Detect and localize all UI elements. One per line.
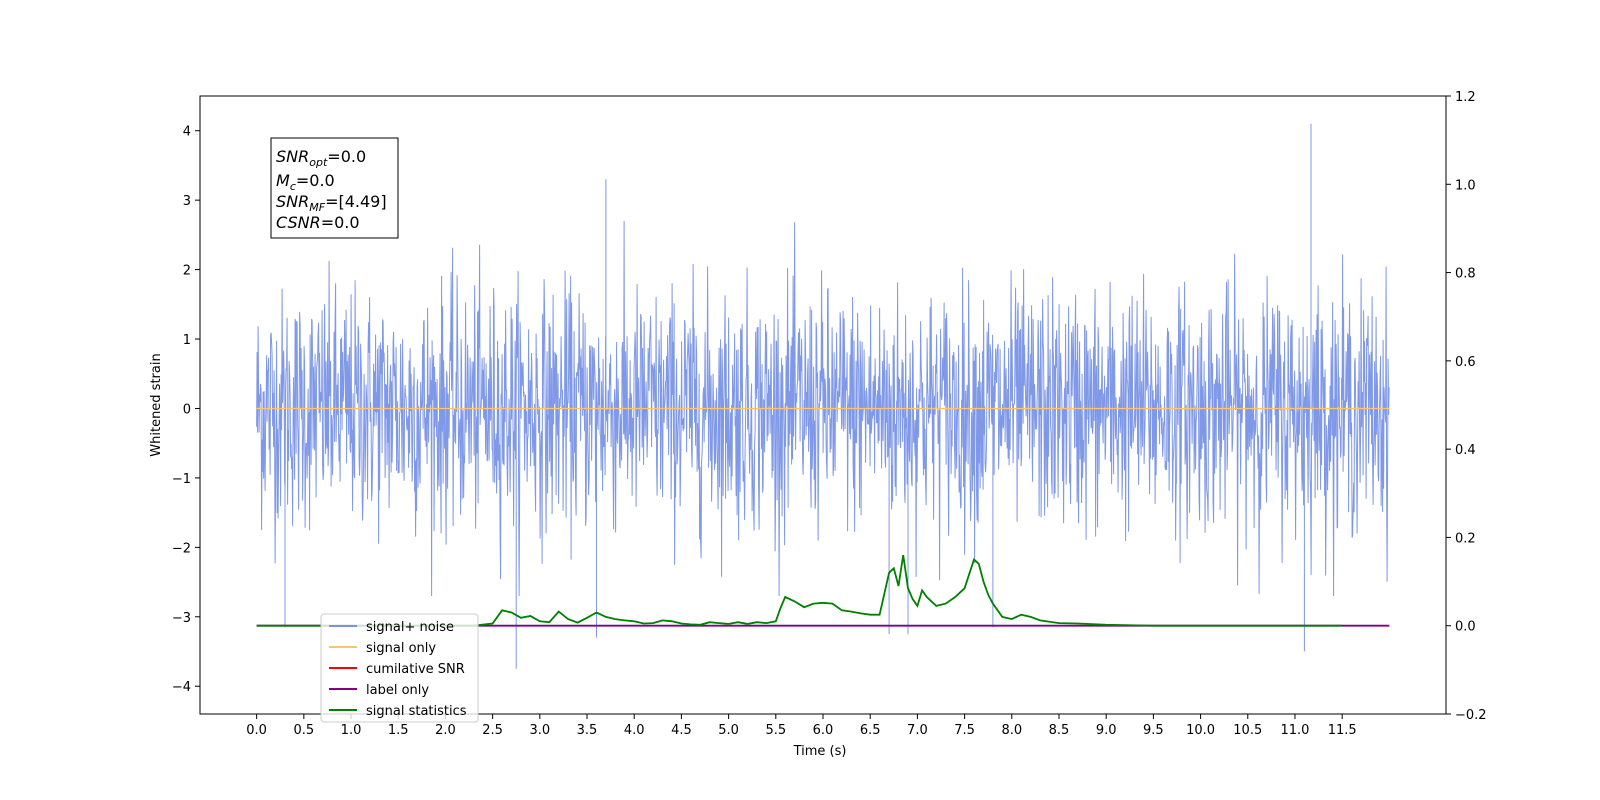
x-tick-label: 8.0 [1001,723,1022,738]
legend-label: cumilative SNR [366,662,465,677]
y-tick-label: −4 [172,680,191,695]
series-signal-statistics [256,554,1343,627]
x-tick-label: 3.0 [529,723,550,738]
y-tick-label: 0 [183,402,191,417]
y-tick-label: 3 [183,194,191,209]
legend-label: label only [366,683,429,698]
y2-tick-label: 0.8 [1455,267,1476,282]
x-tick-label: 7.5 [954,723,975,738]
x-tick-label: 5.0 [718,723,739,738]
legend-label: signal statistics [366,704,467,719]
snr-opt-text: SNRopt=0.0 [276,147,366,169]
x-tick-label: 1.5 [388,723,409,738]
snr-mf-text: SNRMF=[4.49] [276,192,387,214]
x-tick-label: 2.5 [482,723,503,738]
x-tick-label: 5.5 [765,723,786,738]
x-tick-label: 10.5 [1233,723,1262,738]
y-tick-label: −3 [172,611,191,626]
info-textbox: SNRopt=0.0 Mc=0.0 SNRMF=[4.49] CSNR=0.0 [270,137,399,239]
series-signal-noise [256,123,1390,669]
y-tick-label: 1 [183,333,191,348]
y2-axis: 1.2 1.0 0.8 0.6 0.4 0.2 0.0 −0.2 [1446,90,1487,723]
y2-tick-label: 0.6 [1455,355,1476,370]
legend-frame [320,613,479,723]
y2-tick-label: 1.2 [1455,90,1476,105]
x-tick-label: 11.5 [1328,723,1357,738]
legend: signal+ noise signal only cumilative SNR la… [320,613,479,723]
x-tick-label: 0.0 [246,723,267,738]
x-tick-label: 9.5 [1143,723,1164,738]
y-tick-label: −1 [172,472,191,487]
y-tick-label: 4 [183,125,191,140]
x-axis: 0.0 0.5 1.0 1.5 2.0 2.5 3.0 3.5 4.0 4.5 5.0 5.5 6.0 6… [246,714,1357,738]
x-tick-label: 11.0 [1280,723,1309,738]
x-tick-label: 8.5 [1049,723,1070,738]
x-axis-label: Time (s) [793,744,847,759]
x-tick-label: 3.5 [577,723,598,738]
csnr-text: CSNR=0.0 [276,213,360,232]
mc-text: Mc=0.0 [276,171,335,193]
y2-tick-label: 0.0 [1455,620,1476,635]
y2-tick-label: −0.2 [1455,708,1487,723]
y2-tick-label: 1.0 [1455,178,1476,193]
x-tick-label: 2.0 [435,723,456,738]
y-axis-label: Whitened strain [149,353,164,456]
y-tick-label: 2 [183,264,191,279]
y2-tick-label: 0.2 [1455,531,1476,546]
y-axis: 4 3 2 1 0 −1 −2 −3 −4 [172,125,200,695]
x-tick-label: 6.0 [813,723,834,738]
x-tick-label: 4.5 [671,723,692,738]
x-tick-label: 7.0 [907,723,928,738]
x-tick-label: 4.0 [624,723,645,738]
x-tick-label: 10.0 [1186,723,1215,738]
legend-label: signal only [366,641,436,656]
info-textbox-frame [270,137,399,239]
x-tick-label: 6.5 [860,723,881,738]
x-tick-label: 1.0 [341,723,362,738]
x-tick-label: 0.5 [293,723,314,738]
x-tick-label: 9.0 [1096,723,1117,738]
data-layer [256,123,1390,669]
y2-tick-label: 0.4 [1455,443,1476,458]
legend-label: signal+ noise [366,620,454,635]
y-tick-label: −2 [172,541,191,556]
